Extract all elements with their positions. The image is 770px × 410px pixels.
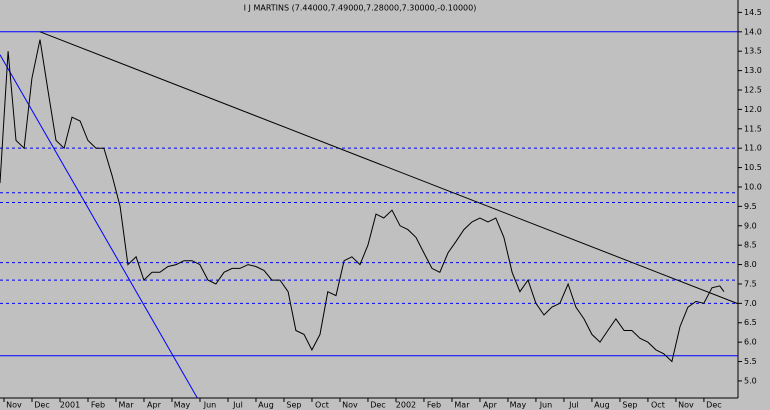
chart-title: I J MARTINS (7.44000,7.49000,7.28000,7.3… bbox=[244, 4, 477, 13]
x-tick-label: Oct bbox=[315, 401, 329, 410]
y-tick-label: 14.5 bbox=[744, 8, 762, 17]
y-tick-label: 10.5 bbox=[744, 163, 762, 172]
x-tick-label: May bbox=[510, 401, 527, 410]
x-tick-label: 2002 bbox=[396, 401, 416, 410]
y-tick-label: 12.5 bbox=[744, 85, 762, 94]
x-tick-label: Jul bbox=[568, 401, 579, 410]
y-tick-label: 12.0 bbox=[744, 105, 762, 114]
y-tick-label: 11.5 bbox=[744, 124, 762, 133]
x-tick-label: Mar bbox=[118, 401, 134, 410]
y-tick-label: 5.0 bbox=[744, 376, 757, 385]
y-tick-label: 6.0 bbox=[744, 338, 757, 347]
trend-line bbox=[39, 31, 739, 305]
x-tick-label: Sep bbox=[286, 401, 301, 410]
x-tick-label: Jun bbox=[539, 401, 553, 410]
x-tick-label: Aug bbox=[594, 401, 610, 410]
x-tick-label: May bbox=[174, 401, 191, 410]
y-tick-label: 11.0 bbox=[744, 144, 762, 153]
price-line bbox=[0, 39, 725, 363]
y-tick-label: 7.5 bbox=[744, 279, 757, 288]
x-tick-label: Mar bbox=[454, 401, 470, 410]
x-tick-label: Dec bbox=[34, 401, 49, 410]
x-tick-label: Apr bbox=[147, 401, 162, 410]
x-tick-label: Jul bbox=[232, 401, 243, 410]
y-tick-label: 9.5 bbox=[744, 202, 757, 211]
x-tick-label: Feb bbox=[427, 401, 441, 410]
y-tick-label: 8.5 bbox=[744, 241, 757, 250]
y-tick-label: 9.0 bbox=[744, 221, 757, 230]
x-tick-label: Dec bbox=[370, 401, 385, 410]
x-tick-label: 2001 bbox=[60, 401, 80, 410]
x-tick-label: Nov bbox=[6, 401, 22, 410]
y-tick-label: 8.0 bbox=[744, 260, 757, 269]
y-tick-label: 14.0 bbox=[744, 27, 762, 36]
trend-line bbox=[0, 54, 198, 398]
y-tick-label: 13.0 bbox=[744, 66, 762, 75]
x-tick-label: Apr bbox=[483, 401, 498, 410]
y-tick-label: 10.0 bbox=[744, 182, 762, 191]
x-tick-label: Sep bbox=[622, 401, 637, 410]
y-tick-label: 13.5 bbox=[744, 47, 762, 56]
x-tick-label: Oct bbox=[651, 401, 665, 410]
x-tick-label: Jun bbox=[203, 401, 217, 410]
x-tick-label: Feb bbox=[91, 401, 105, 410]
x-tick-label: Nov bbox=[678, 401, 694, 410]
y-tick-label: 6.5 bbox=[744, 318, 757, 327]
y-tick-label: 7.0 bbox=[744, 299, 757, 308]
x-tick-label: Aug bbox=[258, 401, 274, 410]
x-tick-label: Nov bbox=[342, 401, 358, 410]
x-tick-label: Dec bbox=[706, 401, 721, 410]
y-tick-label: 5.5 bbox=[744, 357, 757, 366]
